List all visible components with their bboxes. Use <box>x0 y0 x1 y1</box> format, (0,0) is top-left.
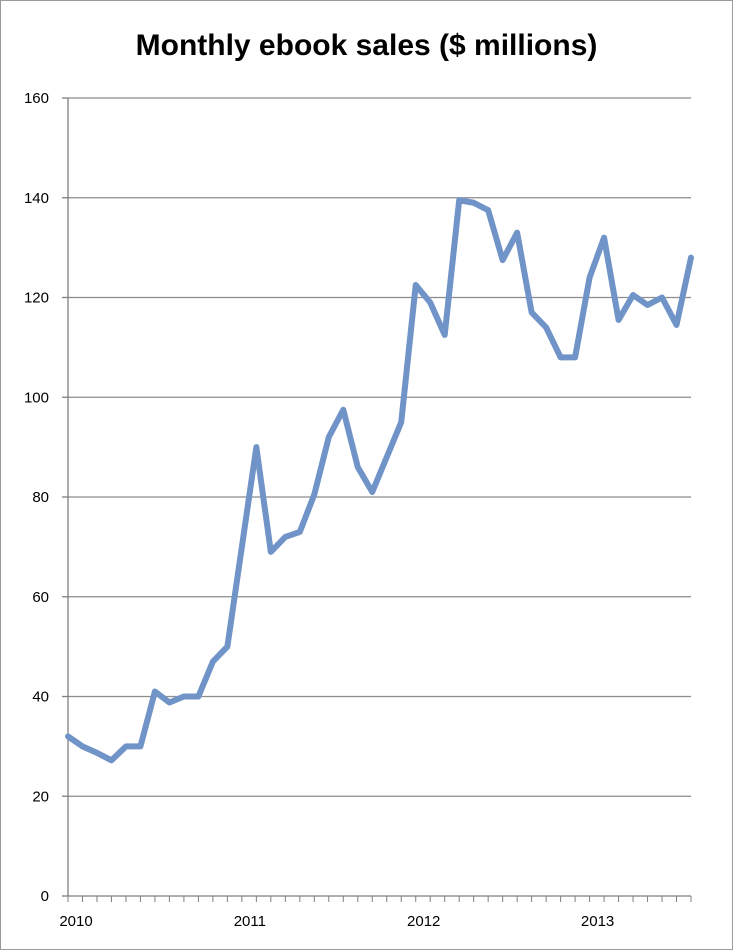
y-tick-label: 160 <box>24 90 49 107</box>
x-tick-label: 2013 <box>581 913 614 930</box>
y-tick-label: 140 <box>24 190 49 207</box>
x-tick-label: 2012 <box>407 913 440 930</box>
x-tick-labels: 2010 2011 2012 2013 <box>59 913 614 930</box>
y-tick-labels: 0 20 40 60 80 100 120 140 160 <box>24 90 49 905</box>
gridlines <box>68 97 691 797</box>
x-tick-label: 2011 <box>234 913 266 930</box>
y-tick-label: 0 <box>41 888 49 905</box>
chart-title: Monthly ebook sales ($ millions) <box>135 29 598 62</box>
series-layer <box>65 197 694 764</box>
y-tick-label: 60 <box>32 589 49 606</box>
y-tick-label: 40 <box>32 689 49 706</box>
y-tick-label: 120 <box>24 290 49 307</box>
y-tick-label: 80 <box>32 489 49 506</box>
x-tick-label: 2010 <box>59 913 92 930</box>
y-tick-label: 100 <box>24 389 49 406</box>
axes <box>62 97 692 902</box>
series-line <box>65 197 694 764</box>
y-tick-label: 20 <box>32 788 49 805</box>
